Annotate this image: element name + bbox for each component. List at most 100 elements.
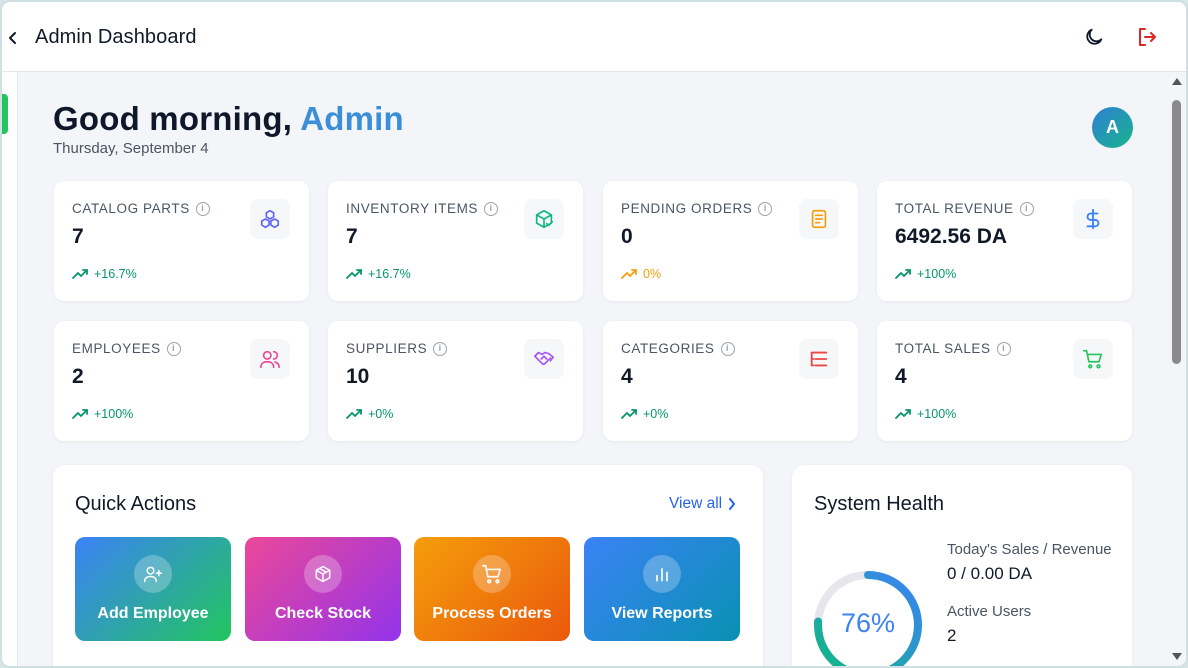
greeting-heading: Good morning, Admin [53,100,404,138]
action-process-orders-button[interactable]: Process Orders [414,537,570,641]
document-icon [799,199,839,239]
stat-value: 7 [346,225,358,248]
page-title: Admin Dashboard [35,26,197,48]
stat-card-pending-orders[interactable]: PENDING ORDERS i 0 0% [603,181,858,301]
trend-up-icon [895,409,911,419]
scroll-thumb[interactable] [1172,100,1181,364]
list-tree-icon [799,339,839,379]
stat-value: 4 [895,365,907,388]
stat-card-total-revenue[interactable]: TOTAL REVENUE i 6492.56 DA +100% [877,181,1132,301]
trend-up-icon [621,269,637,279]
stat-value: 7 [72,225,84,248]
stat-label: EMPLOYEES i [72,341,181,356]
quick-actions-panel: Quick Actions View all Add Employee Chec… [53,465,763,666]
cubes-icon [250,199,290,239]
stat-label: CATEGORIES i [621,341,735,356]
action-label: Add Employee [97,605,209,622]
active-users-value: 2 [947,626,957,645]
info-icon[interactable]: i [166,341,181,356]
action-check-stock-button[interactable]: Check Stock [245,537,401,641]
stat-trend: 0% [621,267,661,281]
stat-card-categories[interactable]: CATEGORIES i 4 +0% [603,321,858,441]
action-label: Process Orders [432,605,552,622]
moon-icon [1086,28,1103,45]
view-all-label: View all [669,495,723,512]
active-nav-indicator[interactable] [2,94,8,134]
logout-button[interactable] [1134,24,1160,50]
action-view-reports-button[interactable]: View Reports [584,537,740,641]
stat-trend: +16.7% [72,267,137,281]
quick-actions-title: Quick Actions [75,493,197,515]
users-icon [250,339,290,379]
stat-label: CATALOG PARTS i [72,201,210,216]
info-icon[interactable]: i [996,341,1011,356]
current-date: Thursday, September 4 [53,140,209,157]
stat-trend: +16.7% [346,267,411,281]
back-button[interactable] [4,26,22,50]
stat-label: TOTAL SALES i [895,341,1011,356]
stat-trend: +100% [895,267,956,281]
sales-revenue-value: 0 / 0.00 DA [947,564,1033,583]
stat-value: 6492.56 DA [895,225,1008,248]
trend-up-icon [346,269,362,279]
chevron-right-icon [729,498,736,510]
stat-trend: +0% [621,407,668,421]
logout-icon [1139,28,1156,46]
info-icon[interactable]: i [1019,201,1034,216]
user-plus-icon [134,555,172,593]
trend-up-icon [346,409,362,419]
sidebar-collapsed [2,72,18,666]
sales-revenue-label: Today's Sales / Revenue [947,541,1112,558]
system-health-panel: System Health 76% Today's Sales / Revenu… [792,465,1132,666]
view-all-link[interactable]: View all [669,495,736,513]
greeting-name: Admin [300,100,404,137]
health-gauge [814,571,922,666]
theme-toggle-button[interactable] [1081,24,1107,50]
scroll-down-arrow-icon[interactable] [1172,653,1182,660]
top-bar: Admin Dashboard [2,2,1186,72]
stat-label: TOTAL REVENUE i [895,201,1034,216]
scroll-up-arrow-icon[interactable] [1172,78,1182,85]
stat-trend: +0% [346,407,393,421]
stat-value: 10 [346,365,370,388]
avatar[interactable]: A [1092,107,1133,148]
trend-up-icon [72,269,88,279]
box-icon [304,555,342,593]
stat-card-inventory-items[interactable]: INVENTORY ITEMS i 7 +16.7% [328,181,583,301]
info-icon[interactable]: i [433,341,448,356]
stat-value: 4 [621,365,633,388]
info-icon[interactable]: i [484,201,499,216]
info-icon[interactable]: i [758,201,773,216]
stat-card-total-sales[interactable]: TOTAL SALES i 4 +100% [877,321,1132,441]
package-check-icon [524,199,564,239]
info-icon[interactable]: i [195,201,210,216]
stat-card-catalog-parts[interactable]: CATALOG PARTS i 7 +16.7% [54,181,309,301]
stat-card-employees[interactable]: EMPLOYEES i 2 +100% [54,321,309,441]
stat-card-suppliers[interactable]: SUPPLIERS i 10 +0% [328,321,583,441]
trend-up-icon [621,409,637,419]
vertical-scrollbar[interactable] [1168,74,1186,666]
cart-icon [1073,339,1113,379]
action-label: Check Stock [274,605,372,622]
system-health-title: System Health [814,493,945,515]
gauge-progress-arc [814,571,922,666]
handshake-icon [524,339,564,379]
active-users-label: Active Users [947,603,1032,620]
cart-icon [473,555,511,593]
trend-up-icon [895,269,911,279]
stat-label: PENDING ORDERS i [621,201,773,216]
stat-value: 0 [621,225,633,248]
stat-label: INVENTORY ITEMS i [346,201,499,216]
action-add-employee-button[interactable]: Add Employee [75,537,231,641]
stat-trend: +100% [72,407,133,421]
stat-label: SUPPLIERS i [346,341,448,356]
health-percent: 76% [840,608,896,638]
stat-value: 2 [72,365,84,388]
greeting-prefix: Good morning, [53,100,301,137]
chevron-left-icon [9,32,16,44]
action-label: View Reports [611,605,713,622]
info-icon[interactable]: i [720,341,735,356]
trend-up-icon [72,409,88,419]
bar-chart-icon [643,555,681,593]
